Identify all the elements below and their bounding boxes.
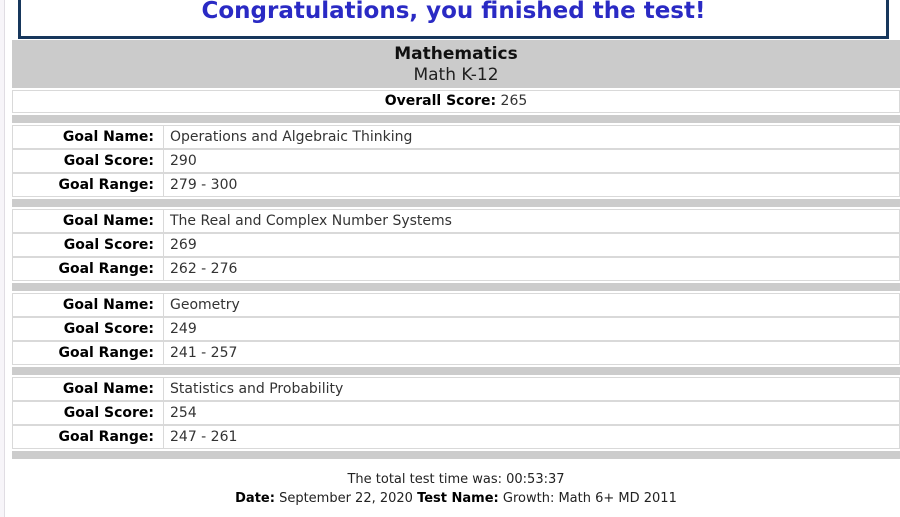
overall-score-value: 265 [500, 93, 528, 109]
goal-name-row: Goal Name: Operations and Algebraic Thin… [12, 125, 900, 149]
goal-score-value: 290 [170, 153, 197, 169]
date-test-line: Date: September 22, 2020 Test Name: Grow… [12, 489, 900, 508]
goal-group-1: Goal Name: Operations and Algebraic Thin… [12, 125, 900, 197]
goal-score-value: 269 [170, 237, 197, 253]
course-subtitle: Math K-12 [413, 65, 499, 85]
goal-name-value: Operations and Algebraic Thinking [170, 129, 413, 145]
congratulations-banner: Congratulations, you finished the test! [18, 0, 889, 39]
overall-score-label: Overall Score: [384, 93, 497, 109]
results-table: Mathematics Math K-12 Overall Score: 265… [12, 40, 900, 508]
goal-score-row: Goal Score: 290 [12, 149, 900, 173]
total-time-line: The total test time was: 00:53:37 [347, 472, 565, 487]
goal-score-label: Goal Score: [13, 234, 164, 256]
goal-range-label: Goal Range: [13, 426, 164, 448]
group-separator [12, 451, 900, 459]
goal-name-value: Statistics and Probability [170, 381, 344, 397]
goal-range-value: 279 - 300 [170, 177, 238, 193]
goal-group-4: Goal Name: Statistics and Probability Go… [12, 377, 900, 449]
group-separator [12, 199, 900, 207]
goal-score-row: Goal Score: 269 [12, 233, 900, 257]
goal-range-label: Goal Range: [13, 342, 164, 364]
goal-score-row: Goal Score: 249 [12, 317, 900, 341]
goal-range-row: Goal Range: 279 - 300 [12, 173, 900, 197]
goal-range-value: 247 - 261 [170, 429, 238, 445]
goal-name-label: Goal Name: [13, 378, 164, 400]
goal-group-3: Goal Name: Geometry Goal Score: 249 Goal… [12, 293, 900, 365]
date-label: Date: [235, 491, 275, 506]
date-value: September 22, 2020 [279, 491, 413, 506]
group-separator [12, 283, 900, 291]
subject-header-band: Mathematics Math K-12 [12, 40, 900, 88]
group-separator [12, 115, 900, 123]
goal-name-value: The Real and Complex Number Systems [170, 213, 452, 229]
goal-name-value: Geometry [170, 297, 240, 313]
goal-score-label: Goal Score: [13, 150, 164, 172]
goal-name-label: Goal Name: [13, 210, 164, 232]
goal-name-label: Goal Name: [13, 294, 164, 316]
goal-score-value: 249 [170, 321, 197, 337]
goal-range-row: Goal Range: 241 - 257 [12, 341, 900, 365]
test-name-label: Test Name: [417, 491, 499, 506]
test-name-value: Growth: Math 6+ MD 2011 [502, 491, 677, 506]
goal-range-label: Goal Range: [13, 174, 164, 196]
page-left-gutter [0, 0, 5, 517]
goal-range-value: 262 - 276 [170, 261, 238, 277]
subject-title: Mathematics [394, 44, 518, 64]
goal-name-row: Goal Name: The Real and Complex Number S… [12, 209, 900, 233]
overall-score-row: Overall Score: 265 [12, 90, 900, 113]
goal-name-row: Goal Name: Statistics and Probability [12, 377, 900, 401]
goal-range-row: Goal Range: 262 - 276 [12, 257, 900, 281]
goal-group-2: Goal Name: The Real and Complex Number S… [12, 209, 900, 281]
goal-range-label: Goal Range: [13, 258, 164, 280]
goal-name-label: Goal Name: [13, 126, 164, 148]
goal-range-row: Goal Range: 247 - 261 [12, 425, 900, 449]
group-separator [12, 367, 900, 375]
goal-score-row: Goal Score: 254 [12, 401, 900, 425]
goal-name-row: Goal Name: Geometry [12, 293, 900, 317]
goal-range-value: 241 - 257 [170, 345, 238, 361]
goal-score-label: Goal Score: [13, 402, 164, 424]
goal-score-label: Goal Score: [13, 318, 164, 340]
footer: The total test time was: 00:53:37 Date: … [12, 470, 900, 508]
congratulations-text: Congratulations, you finished the test! [201, 0, 706, 24]
goal-score-value: 254 [170, 405, 197, 421]
